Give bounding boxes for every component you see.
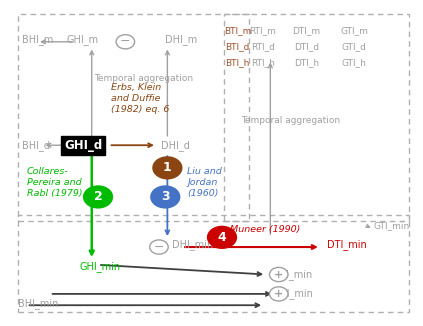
Circle shape xyxy=(150,240,168,254)
Text: GHI_m: GHI_m xyxy=(66,34,99,45)
Text: DHI_min: DHI_min xyxy=(173,239,214,250)
Text: RTI_d: RTI_d xyxy=(251,42,275,51)
Text: DTI_h: DTI_h xyxy=(294,58,319,67)
Text: 3: 3 xyxy=(161,190,170,203)
Text: GTI_d: GTI_d xyxy=(342,42,367,51)
Text: GHI_min: GHI_min xyxy=(79,261,120,272)
Text: DTI_m: DTI_m xyxy=(292,26,321,35)
Circle shape xyxy=(207,226,237,249)
Text: DTI_min: DTI_min xyxy=(327,239,367,250)
Text: RTI_m: RTI_m xyxy=(249,26,276,35)
Text: Liu and
Jordan
(1960): Liu and Jordan (1960) xyxy=(187,167,222,198)
Text: DTI_d: DTI_d xyxy=(294,42,319,51)
Text: 4: 4 xyxy=(217,231,226,244)
Text: DHI_d: DHI_d xyxy=(161,140,190,151)
Text: −: − xyxy=(120,35,131,48)
Text: Temporal aggregation: Temporal aggregation xyxy=(94,74,193,83)
Circle shape xyxy=(269,287,288,301)
Text: 2: 2 xyxy=(93,190,102,203)
Text: Erbs, Klein
and Duffie
(1982) eq. 6: Erbs, Klein and Duffie (1982) eq. 6 xyxy=(112,83,170,114)
Circle shape xyxy=(83,185,113,209)
Text: Temporal aggregation: Temporal aggregation xyxy=(241,116,340,126)
Text: BTI_h: BTI_h xyxy=(225,58,250,67)
Text: GHI_d: GHI_d xyxy=(64,139,102,152)
Text: GTI_h: GTI_h xyxy=(342,58,367,67)
Text: Muneer (1990): Muneer (1990) xyxy=(231,225,301,234)
Text: DHI_m: DHI_m xyxy=(165,34,198,45)
Text: BTI_m: BTI_m xyxy=(224,26,251,35)
Circle shape xyxy=(269,267,288,282)
Text: −: − xyxy=(154,241,164,254)
Text: BHI_min: BHI_min xyxy=(18,298,58,309)
Text: BTI_d: BTI_d xyxy=(225,42,250,51)
Text: +: + xyxy=(274,270,283,279)
Circle shape xyxy=(116,35,135,49)
Text: GTI_min: GTI_min xyxy=(373,222,409,230)
Text: RTI_min: RTI_min xyxy=(274,269,312,280)
Text: +: + xyxy=(274,289,283,299)
Circle shape xyxy=(150,185,180,209)
Text: BHI_d: BHI_d xyxy=(22,140,50,151)
Text: RTI_h: RTI_h xyxy=(251,58,275,67)
Text: GTI_m: GTI_m xyxy=(341,26,368,35)
Text: 1: 1 xyxy=(163,161,172,174)
Text: BHI_m: BHI_m xyxy=(22,34,54,45)
Text: Collares-
Pereira and
Rabl (1979): Collares- Pereira and Rabl (1979) xyxy=(27,167,82,198)
Text: BTI_min: BTI_min xyxy=(274,289,313,299)
Circle shape xyxy=(152,156,182,180)
